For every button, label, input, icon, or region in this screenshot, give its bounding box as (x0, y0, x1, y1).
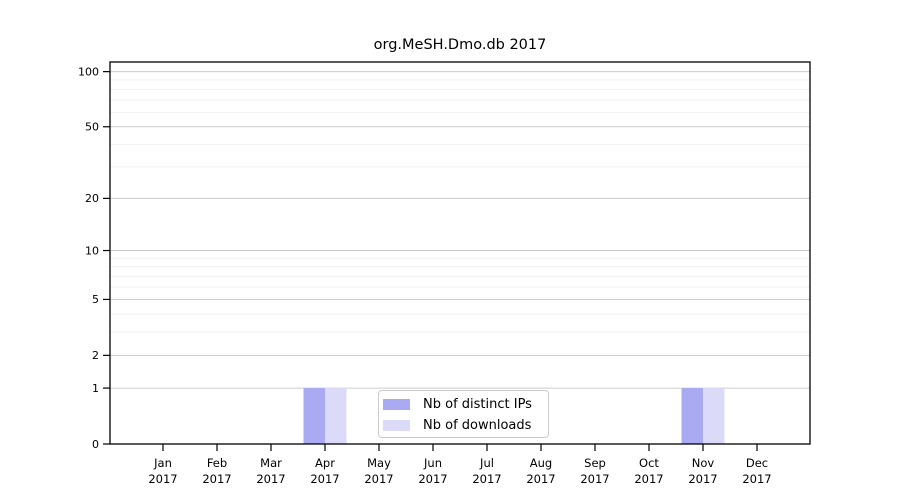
legend-swatch-downloads (383, 420, 410, 431)
x-tick-label-month: May (367, 456, 391, 470)
y-tick-label: 0 (92, 438, 99, 451)
chart-title: org.MeSH.Dmo.db 2017 (373, 37, 547, 53)
x-tick-label-month: Sep (584, 456, 606, 470)
x-tick-label-month: Nov (692, 456, 715, 470)
x-tick-label-year: 2017 (580, 472, 609, 486)
axes-frame (109, 61, 811, 445)
y-tick-label: 100 (78, 65, 99, 78)
x-tick-label-year: 2017 (688, 472, 717, 486)
y-tick-label: 50 (85, 121, 99, 134)
bar-nb-of-downloads-nov (703, 388, 725, 444)
x-tick-label-year: 2017 (310, 472, 339, 486)
bar-nb-of-distinct-ips-nov (681, 388, 703, 444)
legend-swatch-distinct-ips (383, 399, 410, 410)
legend-item: Nb of downloads (383, 415, 548, 436)
y-tick-label: 10 (85, 244, 99, 257)
x-tick-label-year: 2017 (364, 472, 393, 486)
x-tick-label-year: 2017 (742, 472, 771, 486)
x-tick-label-month: Dec (746, 456, 768, 470)
x-tick-label-month: Aug (530, 456, 552, 470)
x-tick-label-year: 2017 (202, 472, 231, 486)
x-tick-label-month: Jul (479, 456, 494, 470)
x-tick-label-month: Oct (639, 456, 659, 470)
x-tick-label-month: Feb (207, 456, 227, 470)
y-tick-label: 2 (92, 349, 99, 362)
x-tick-label-year: 2017 (634, 472, 663, 486)
legend: Nb of distinct IPs Nb of downloads (378, 390, 549, 438)
x-tick-label-year: 2017 (148, 472, 177, 486)
y-tick-label: 20 (85, 192, 99, 205)
y-tick-label: 5 (92, 293, 99, 306)
legend-label: Nb of downloads (423, 418, 532, 433)
x-tick-label-month: Jan (153, 456, 172, 470)
x-tick-label-year: 2017 (472, 472, 501, 486)
x-tick-label-month: Mar (260, 456, 282, 470)
y-tick-label: 1 (92, 382, 99, 395)
legend-label: Nb of distinct IPs (423, 397, 532, 412)
x-tick-label-year: 2017 (418, 472, 447, 486)
x-tick-label-month: Jun (423, 456, 442, 470)
x-tick-label-month: Apr (315, 456, 335, 470)
x-tick-label-year: 2017 (526, 472, 555, 486)
bar-nb-of-downloads-apr (325, 388, 347, 444)
bar-nb-of-distinct-ips-apr (303, 388, 325, 444)
x-tick-label-year: 2017 (256, 472, 285, 486)
legend-item: Nb of distinct IPs (383, 394, 548, 415)
